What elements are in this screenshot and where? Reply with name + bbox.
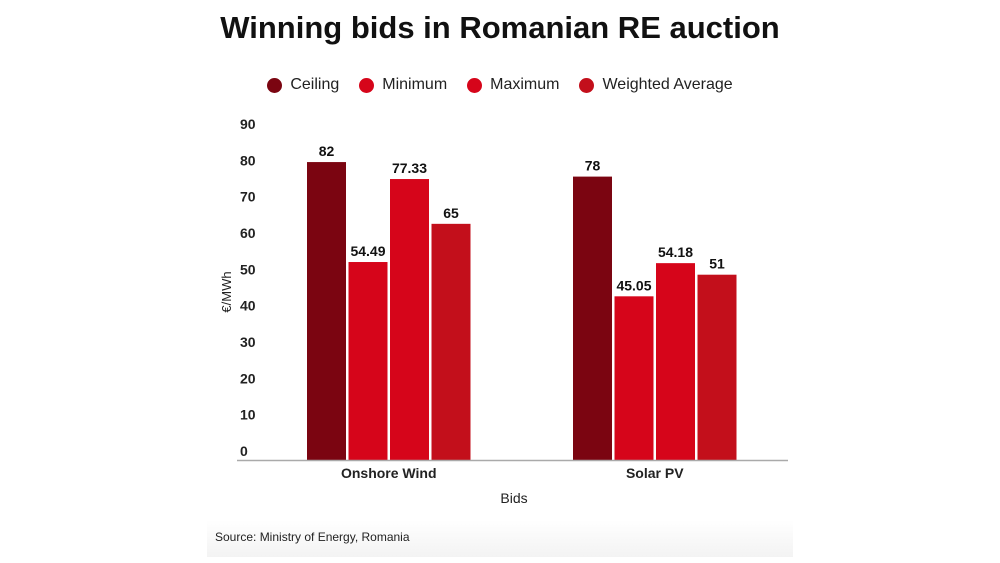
legend-item: Maximum — [467, 76, 559, 94]
data-label: 77.33 — [392, 160, 427, 176]
x-tick-label: Solar PV — [626, 465, 684, 481]
bar — [656, 263, 695, 460]
y-tick-label: 50 — [240, 261, 256, 277]
legend-swatch — [579, 77, 595, 93]
legend-label: Weighted Average — [602, 76, 733, 93]
bar — [390, 179, 429, 460]
bar — [573, 176, 612, 460]
x-axis-label: Bids — [500, 490, 527, 506]
data-label: 78 — [585, 158, 601, 174]
data-label: 45.05 — [616, 277, 651, 293]
legend-label: Minimum — [382, 76, 448, 93]
y-tick-label: 90 — [240, 116, 256, 132]
y-tick-label: 70 — [240, 189, 256, 205]
y-tick-label: 20 — [240, 370, 256, 386]
y-tick-label: 40 — [240, 298, 256, 314]
bar — [348, 262, 388, 460]
bar — [697, 274, 737, 460]
data-label: 82 — [319, 143, 335, 159]
y-axis-label: €/MWh — [219, 271, 234, 312]
y-tick-label: 10 — [240, 407, 256, 423]
data-label: 51 — [709, 256, 725, 272]
legend-label: Ceiling — [290, 76, 340, 93]
data-label: 54.18 — [658, 244, 693, 260]
legend-item: Ceiling — [267, 76, 339, 94]
legend-swatch — [467, 77, 483, 93]
legend-item: Weighted Average — [579, 76, 733, 94]
x-tick-label: Onshore Wind — [341, 465, 437, 481]
y-tick-label: 80 — [240, 152, 256, 168]
y-tick-label: 0 — [240, 443, 248, 459]
legend-item: Minimum — [359, 76, 447, 94]
data-label: 54.49 — [350, 243, 385, 259]
bar — [431, 223, 471, 460]
y-tick-label: 60 — [240, 225, 256, 241]
legend-swatch — [267, 77, 283, 93]
chart-title: Winning bids in Romanian RE auction — [220, 10, 780, 45]
legend: Ceiling Minimum Maximum Weighted Average — [0, 76, 1000, 94]
bar — [614, 296, 654, 460]
y-tick-label: 30 — [240, 334, 256, 350]
legend-label: Maximum — [490, 76, 560, 93]
source-note: Source: Ministry of Energy, Romania — [215, 530, 410, 544]
data-label: 65 — [443, 205, 459, 221]
bar — [307, 162, 346, 461]
footer-background — [207, 520, 793, 557]
legend-swatch — [359, 77, 375, 93]
